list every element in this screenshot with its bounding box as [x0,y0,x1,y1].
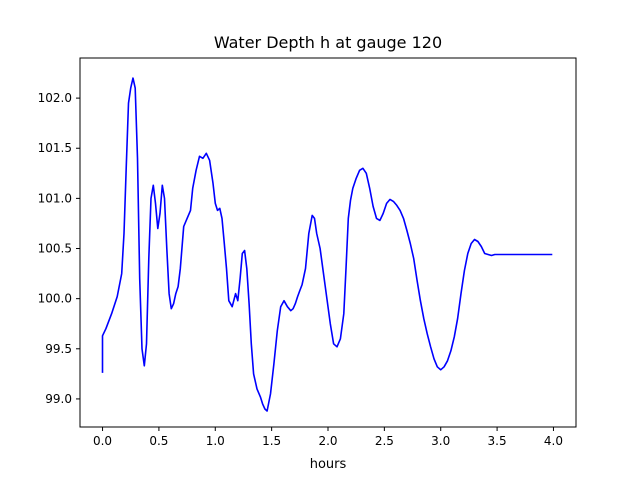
x-tick-label: 3.0 [431,434,450,448]
y-axis-ticks: 99.0 99.5 100.0 100.5 101.0 101.5 102.0 [38,91,80,406]
y-tick-label: 99.0 [45,392,72,406]
y-tick-label: 100.0 [38,292,72,306]
x-tick-label: 1.5 [262,434,281,448]
x-tick-label: 0.0 [93,434,112,448]
water-depth-line [101,77,553,412]
x-tick-label: 0.5 [149,434,168,448]
chart-title: Water Depth h at gauge 120 [214,33,442,52]
plot-area-frame [79,57,577,428]
x-tick-label: 4.0 [544,434,563,448]
y-tick-label: 101.0 [38,191,72,205]
x-axis-ticks: 0.0 0.5 1.0 1.5 2.0 2.5 3.0 3.5 4.0 [93,427,563,448]
x-tick-label: 3.5 [488,434,507,448]
x-tick-label: 2.0 [318,434,337,448]
y-tick-label: 99.5 [45,342,72,356]
x-axis-label: hours [310,457,347,472]
plot-series-group [101,77,553,412]
y-tick-label: 101.5 [38,141,72,155]
x-tick-label: 2.5 [375,434,394,448]
y-tick-label: 100.5 [38,242,72,256]
y-tick-label: 102.0 [38,91,72,105]
x-tick-label: 1.0 [206,434,225,448]
